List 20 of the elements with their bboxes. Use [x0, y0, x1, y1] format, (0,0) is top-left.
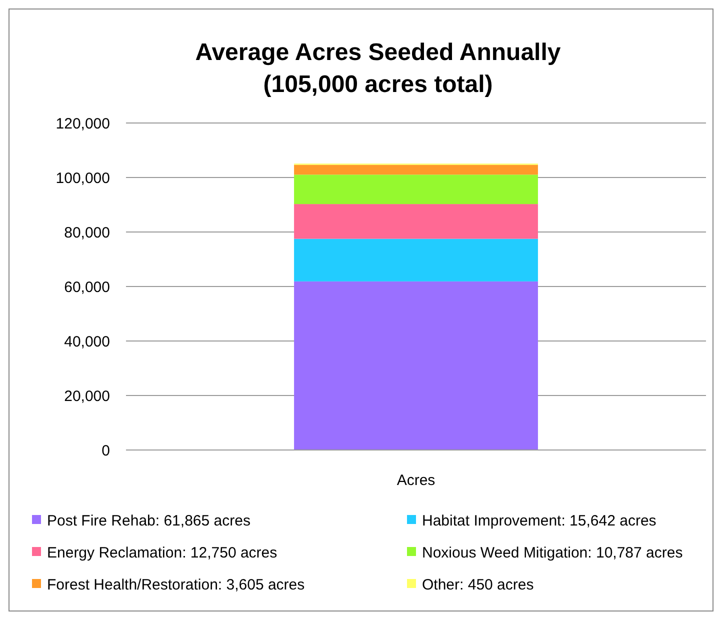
legend-label: Habitat Improvement: 15,642 acres: [422, 512, 656, 530]
chart-title: Average Acres Seeded Annually (105,000 acres total): [195, 39, 562, 98]
y-tick-label: 40,000: [64, 333, 110, 350]
legend-label: Post Fire Rehab: 61,865 acres: [47, 512, 250, 530]
bar: [294, 174, 538, 204]
y-tick-label: 120,000: [56, 115, 110, 132]
y-tick-label: 0: [102, 442, 110, 460]
bar: [294, 281, 538, 450]
legend-label: Noxious Weed Mitigation: 10,787 acres: [422, 544, 683, 562]
y-tick-label: 20,000: [64, 388, 110, 405]
legend-label: Other: 450 acres: [422, 576, 534, 594]
legend-label: Energy Reclamation: 12,750 acres: [47, 544, 278, 562]
bar: [294, 204, 538, 239]
y-tick-label: 60,000: [64, 278, 110, 296]
bar: [294, 164, 538, 175]
legend-label: Forest Health/Restoration: 3,605 acres: [47, 576, 305, 594]
x-tick-label: Acres: [396, 472, 436, 489]
bar: [294, 238, 538, 282]
y-tick-label: 80,000: [64, 224, 110, 242]
y-tick-label: 100,000: [56, 170, 110, 187]
